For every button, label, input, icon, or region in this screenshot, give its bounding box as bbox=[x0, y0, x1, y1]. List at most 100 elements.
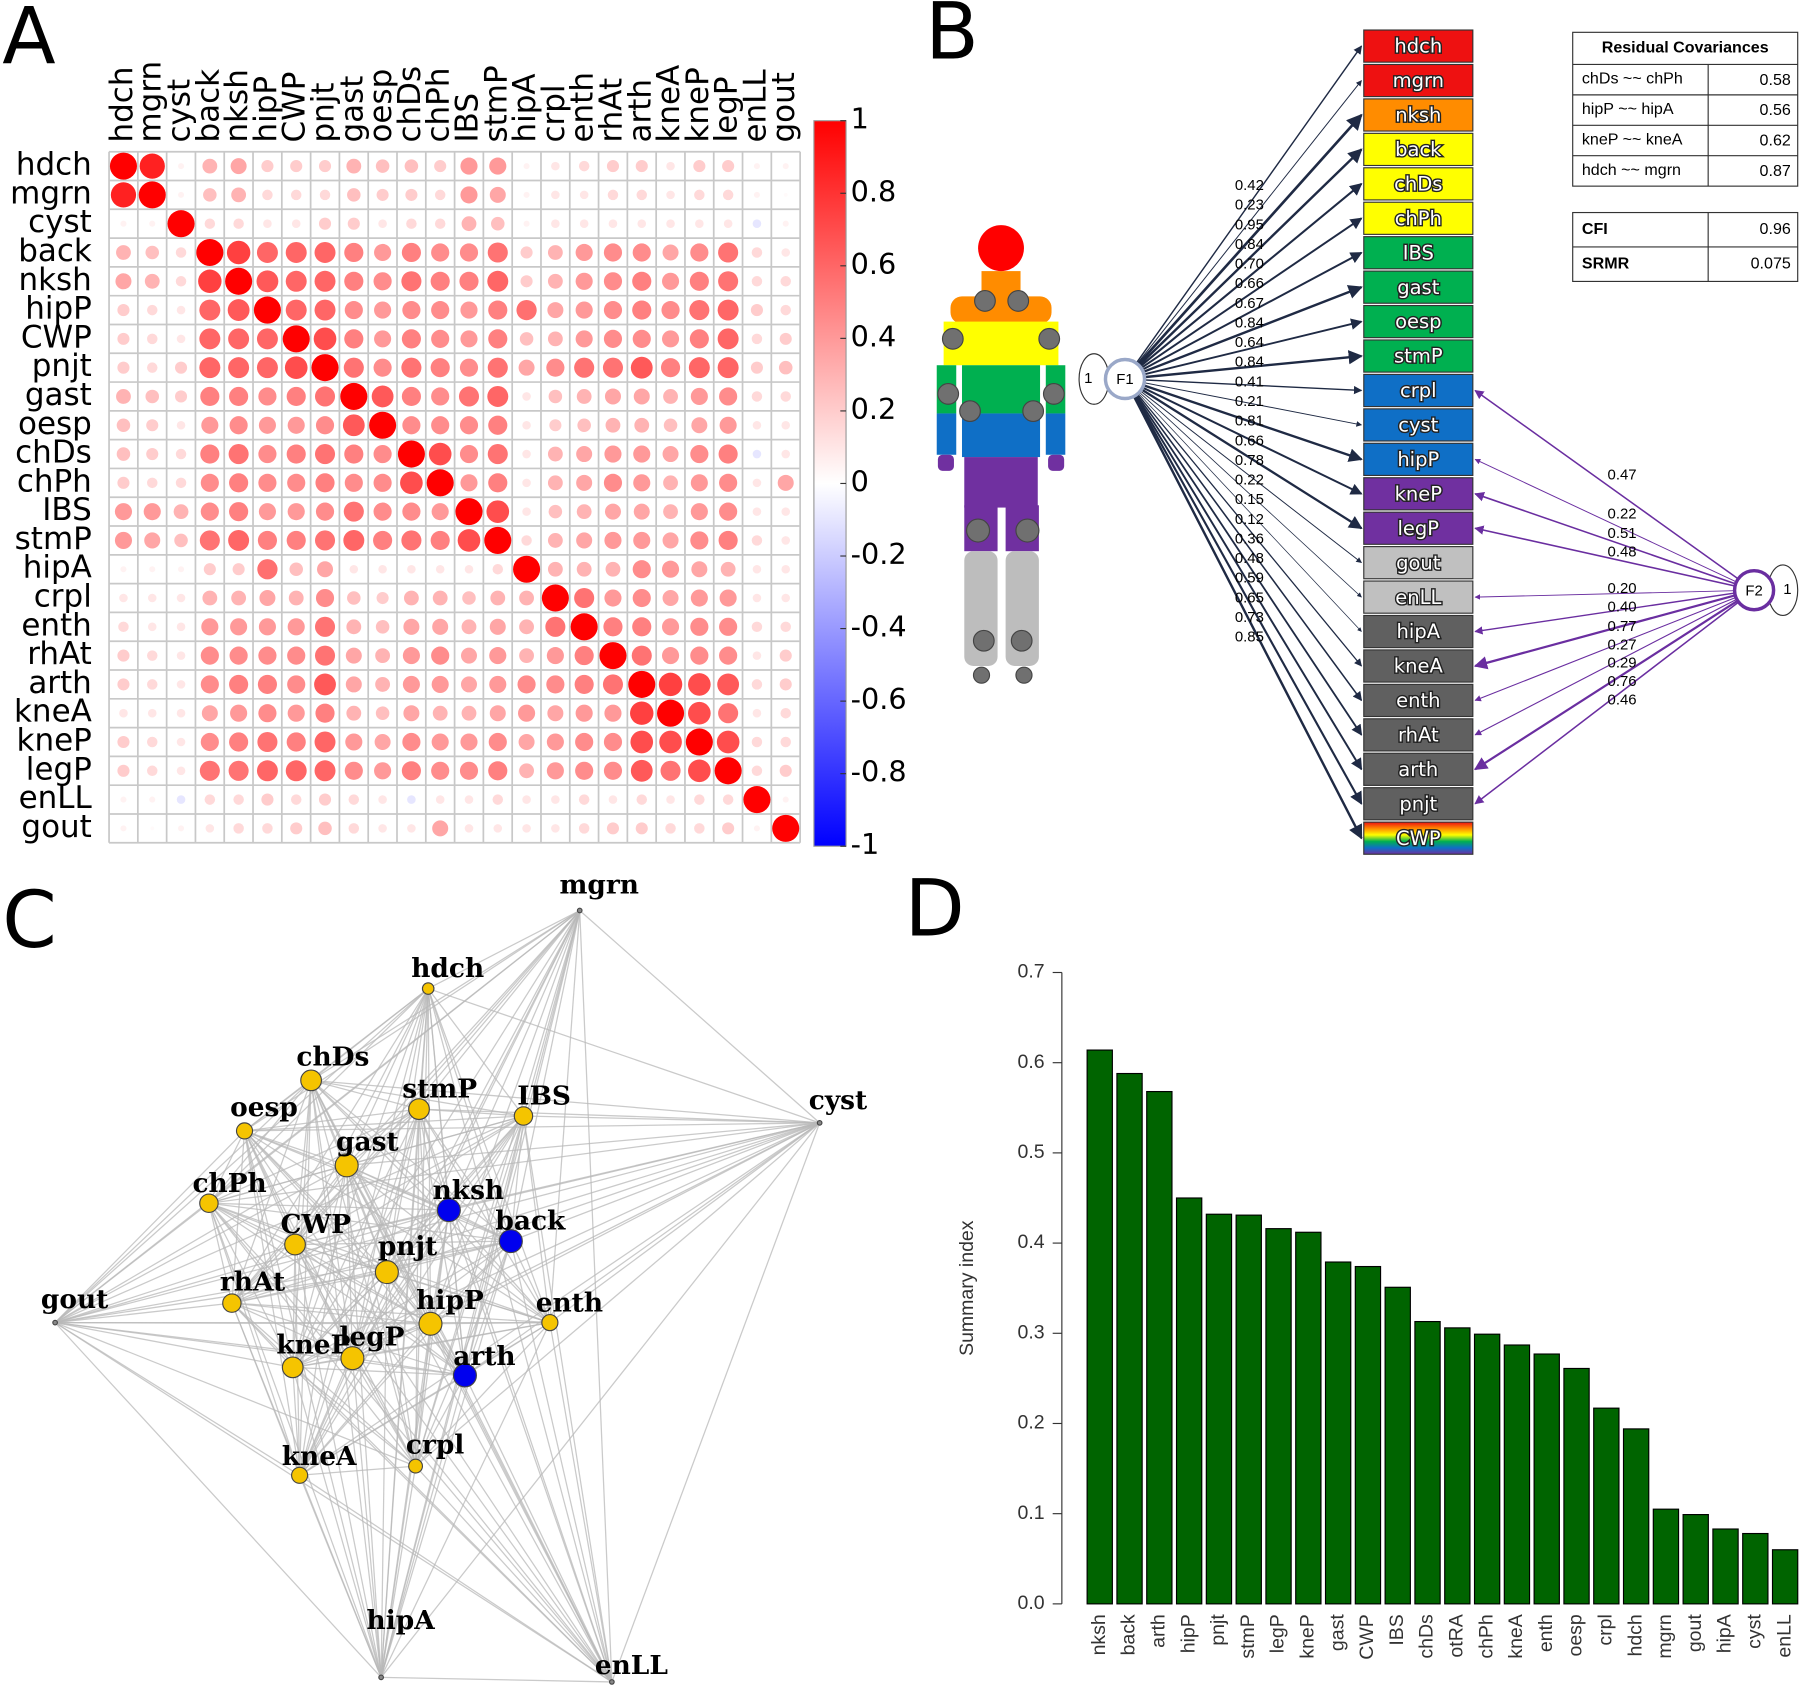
correlation-dot bbox=[258, 618, 276, 636]
correlation-dot bbox=[431, 329, 450, 348]
bar bbox=[1205, 1213, 1233, 1605]
correlation-dot bbox=[780, 391, 791, 402]
correlation-dot bbox=[203, 563, 216, 576]
edge bbox=[418, 910, 581, 1110]
column-label: back bbox=[190, 69, 226, 143]
correlation-dot bbox=[315, 416, 335, 435]
edge bbox=[231, 1240, 511, 1304]
correlation-dot bbox=[574, 646, 594, 666]
edge bbox=[208, 1202, 511, 1242]
indicator-label: chPh bbox=[1395, 207, 1442, 230]
correlation-dot bbox=[575, 732, 594, 752]
indicator-box bbox=[1363, 649, 1474, 683]
correlation-dot bbox=[286, 444, 306, 464]
correlation-dot bbox=[344, 444, 364, 464]
loading-label: 0.22 bbox=[1608, 505, 1637, 522]
bar bbox=[1593, 1407, 1620, 1605]
edge bbox=[414, 1323, 432, 1467]
column-label: gast bbox=[334, 76, 370, 143]
bar bbox=[1354, 1265, 1382, 1605]
correlation-dot bbox=[147, 736, 158, 748]
correlation-dot bbox=[722, 189, 734, 201]
edge bbox=[299, 1240, 512, 1476]
indicator-box bbox=[1363, 546, 1474, 580]
correlation-dot bbox=[228, 328, 250, 350]
correlation-dot bbox=[435, 564, 445, 574]
correlation-dot bbox=[688, 357, 710, 379]
edge bbox=[549, 1122, 821, 1324]
row-label: chDs bbox=[15, 435, 92, 471]
correlation-dot bbox=[258, 646, 277, 665]
correlation-dot bbox=[661, 330, 680, 348]
x-tick-label: mgrn bbox=[1654, 1614, 1676, 1658]
correlation-dot bbox=[149, 220, 156, 227]
joint bbox=[1007, 290, 1030, 312]
correlation-dot bbox=[461, 619, 477, 635]
loading-arrow bbox=[1124, 285, 1363, 381]
node bbox=[408, 1458, 424, 1474]
body-head bbox=[978, 225, 1024, 272]
column-label: crpl bbox=[536, 84, 572, 142]
node bbox=[498, 1229, 523, 1254]
edge bbox=[448, 910, 581, 1211]
x-tick-label: kneA bbox=[1505, 1614, 1527, 1658]
node bbox=[374, 1260, 399, 1285]
bar bbox=[1324, 1261, 1352, 1605]
correlation-dot bbox=[455, 498, 483, 526]
correlation-dot bbox=[488, 732, 507, 752]
joint bbox=[1022, 400, 1045, 423]
correlation-dot bbox=[751, 391, 763, 402]
node-label: pnjt bbox=[378, 1231, 438, 1262]
node-label: hipA bbox=[367, 1605, 436, 1636]
row-label: back bbox=[18, 233, 92, 269]
y-tick-label: 0.2 bbox=[1018, 1412, 1045, 1434]
loading-arrow bbox=[1474, 389, 1755, 591]
correlation-dot bbox=[779, 332, 792, 345]
correlation-dot bbox=[752, 651, 762, 660]
colorbar-label: -0.6 bbox=[851, 682, 907, 716]
row-label: chPh bbox=[17, 463, 92, 499]
correlation-dot bbox=[174, 390, 188, 403]
correlation-dot bbox=[718, 530, 738, 551]
correlation-dot bbox=[751, 765, 763, 777]
correlation-dot bbox=[199, 357, 221, 379]
node-label: hdch bbox=[411, 953, 484, 984]
correlation-dot bbox=[576, 474, 593, 491]
correlation-dot bbox=[459, 243, 479, 262]
correlation-dot bbox=[288, 590, 304, 606]
correlation-dot bbox=[743, 786, 771, 814]
correlation-dot bbox=[546, 762, 564, 780]
column-label: hipA bbox=[507, 73, 543, 142]
correlation-dot bbox=[752, 478, 762, 488]
correlation-dot bbox=[407, 824, 416, 833]
x-tick-label: cyst bbox=[1743, 1614, 1765, 1649]
correlation-dot bbox=[228, 357, 250, 379]
correlation-dot bbox=[314, 386, 336, 407]
loading-label: 0.36 bbox=[1235, 530, 1264, 547]
correlation-dot bbox=[231, 590, 247, 606]
correlation-dot bbox=[608, 219, 618, 228]
edge bbox=[244, 1130, 347, 1166]
correlation-dot bbox=[314, 673, 336, 696]
edge bbox=[414, 1115, 525, 1467]
colorbar-label: 1 bbox=[851, 102, 869, 136]
edge bbox=[299, 1465, 416, 1476]
correlation-dot bbox=[317, 561, 334, 578]
correlation-dot bbox=[289, 562, 303, 576]
row-label: CWP bbox=[21, 319, 92, 355]
correlation-dot bbox=[576, 446, 593, 463]
body-shoulders bbox=[950, 296, 1052, 324]
joint bbox=[959, 400, 981, 423]
edge bbox=[351, 1358, 382, 1678]
correlation-dot bbox=[378, 564, 387, 574]
correlation-dot bbox=[458, 386, 480, 407]
edge bbox=[243, 1130, 301, 1476]
correlation-dot bbox=[490, 590, 506, 606]
correlation-dot bbox=[753, 163, 760, 170]
correlation-dot bbox=[282, 325, 310, 353]
correlation-dot bbox=[602, 357, 623, 378]
correlation-dot bbox=[779, 649, 792, 662]
loading-label: 0.20 bbox=[1608, 580, 1637, 597]
indicator-box bbox=[1363, 339, 1474, 373]
correlation-dot bbox=[523, 191, 530, 198]
